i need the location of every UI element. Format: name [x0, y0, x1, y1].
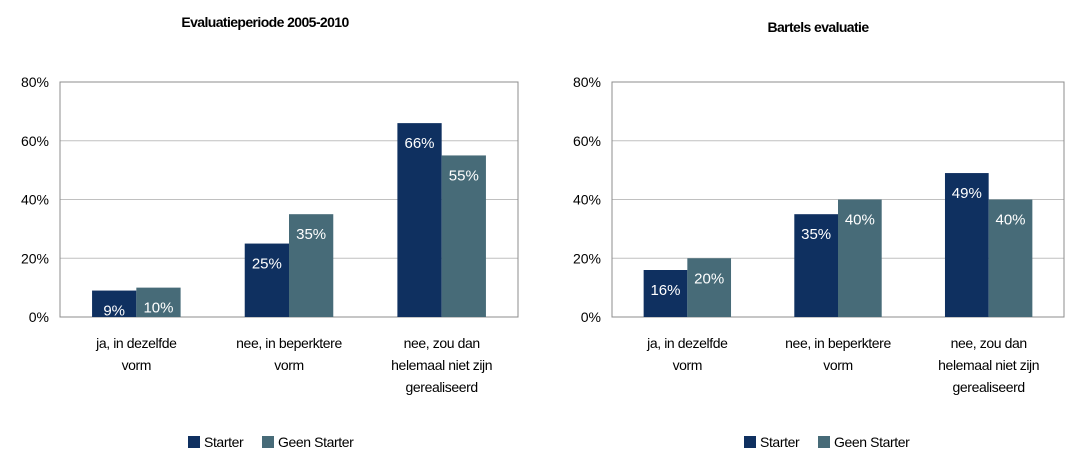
y-tick-label: 80%	[21, 74, 49, 90]
bar-geen-starter	[838, 199, 882, 317]
y-tick-label: 0%	[581, 309, 601, 325]
category-label: nee, zou dan	[951, 335, 1027, 351]
data-label: 49%	[952, 185, 982, 202]
category-label: nee, in beperktere	[236, 335, 342, 351]
data-label: 20%	[694, 270, 724, 287]
data-label: 55%	[449, 167, 479, 184]
bar-geen-starter	[289, 214, 334, 317]
bar-geen-starter	[687, 258, 732, 317]
chart-1: Evaluatieperiode 2005-2010 0% 20% 40% 60% 80%…	[21, 14, 519, 450]
data-label: 35%	[296, 226, 326, 243]
data-label: 25%	[252, 256, 282, 273]
chart-title: Evaluatieperiode 2005-2010	[181, 14, 349, 30]
y-tick-label: 40%	[21, 192, 49, 208]
legend-label: Geen Starter	[278, 434, 354, 450]
category-label: vorm	[122, 357, 152, 373]
bar-starter	[244, 243, 289, 317]
bar-starter	[944, 173, 989, 317]
category-label: ja, in dezelfde	[95, 335, 177, 351]
bar-starter	[643, 270, 688, 317]
y-tick-label: 60%	[573, 133, 601, 149]
legend-label: Geen Starter	[834, 434, 910, 450]
category-label: helemaal niet zijn	[391, 357, 492, 373]
chart-2: Bartels evaluatie 0% 20% 40% 60% 80% 16% 35% 49%…	[573, 19, 1065, 450]
y-tick-label: 60%	[21, 133, 49, 149]
data-label: 9%	[103, 303, 125, 320]
category-label: vorm	[673, 357, 703, 373]
category-label: vorm	[823, 357, 853, 373]
data-label: 35%	[801, 226, 831, 243]
category-label: helemaal niet zijn	[938, 357, 1039, 373]
category-label: vorm	[274, 357, 304, 373]
data-label: 10%	[143, 300, 173, 317]
bar-starter	[92, 290, 137, 317]
data-label: 40%	[995, 212, 1025, 229]
category-label: nee, zou dan	[404, 335, 480, 351]
category-label: ja, in dezelfde	[646, 335, 728, 351]
category-label: gerealiseerd	[406, 379, 478, 395]
bar-geen-starter	[136, 287, 181, 317]
legend-swatch	[744, 436, 756, 448]
legend-label: Starter	[760, 434, 800, 450]
y-tick-label: 80%	[573, 74, 601, 90]
bar-geen-starter	[441, 155, 486, 317]
y-tick-label: 20%	[573, 250, 601, 266]
chart-title: Bartels evaluatie	[767, 19, 869, 35]
bar-geen-starter	[988, 199, 1033, 317]
y-tick-label: 40%	[573, 192, 601, 208]
data-label: 40%	[845, 212, 875, 229]
data-label: 16%	[650, 282, 680, 299]
bar-starter	[397, 123, 442, 317]
legend-swatch	[188, 436, 200, 448]
legend-label: Starter	[204, 434, 244, 450]
category-label: nee, in beperktere	[785, 335, 891, 351]
y-tick-label: 0%	[29, 309, 49, 325]
legend-swatch	[818, 436, 830, 448]
legend-swatch	[262, 436, 274, 448]
bar-starter	[794, 214, 838, 317]
category-label: gerealiseerd	[953, 379, 1025, 395]
data-label: 66%	[405, 135, 435, 152]
y-tick-label: 20%	[21, 250, 49, 266]
